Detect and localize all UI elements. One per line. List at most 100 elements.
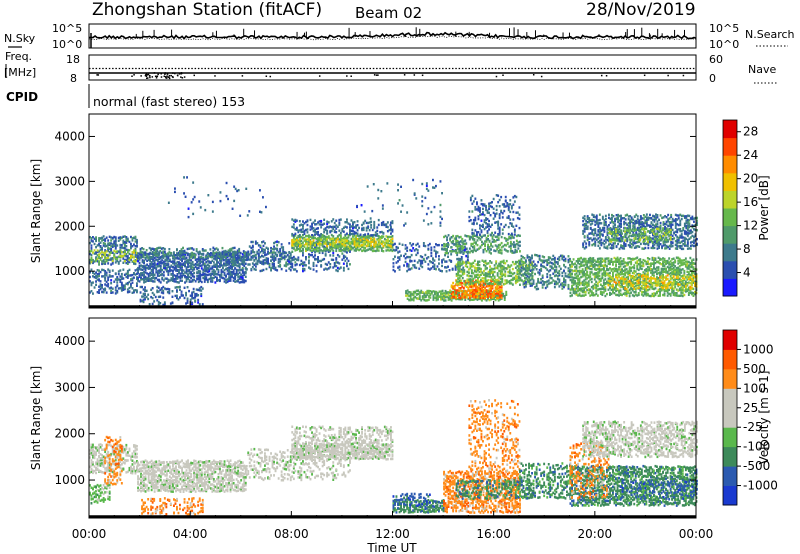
- range-cell: [99, 241, 102, 244]
- range-cell: [571, 265, 573, 268]
- range-cell: [238, 262, 241, 266]
- range-cell: [371, 245, 374, 249]
- range-cell: [473, 247, 476, 250]
- range-cell: [138, 261, 141, 265]
- range-cell: [254, 240, 257, 243]
- range-cell: [123, 273, 126, 276]
- range-cell: [456, 297, 459, 301]
- range-cell: [547, 258, 550, 261]
- range-cell: [540, 267, 543, 271]
- range-cell: [561, 284, 564, 287]
- range-cell: [480, 270, 482, 273]
- plot-area: [89, 114, 696, 308]
- range-cell: [352, 238, 354, 241]
- nave-dot: [346, 75, 348, 77]
- range-cell: [285, 262, 288, 266]
- freq-label-1: Freq.: [5, 50, 32, 63]
- range-cell: [262, 259, 265, 262]
- range-cell: [187, 269, 189, 272]
- range-cell: [229, 277, 232, 281]
- range-cell: [488, 298, 491, 302]
- range-cell: [473, 259, 476, 262]
- range-cell: [493, 239, 496, 242]
- range-cell: [289, 254, 292, 257]
- range-cell: [355, 237, 357, 240]
- range-cell: [114, 278, 117, 281]
- range-cell: [273, 251, 275, 254]
- range-cell: [569, 288, 572, 291]
- range-cell: [528, 272, 530, 275]
- range-cell: [484, 248, 486, 251]
- range-cell: [488, 285, 491, 288]
- range-cell: [193, 263, 196, 267]
- range-cell: [344, 238, 347, 242]
- range-cell: [505, 267, 508, 270]
- range-cell: [391, 221, 394, 225]
- range-cell: [482, 296, 485, 300]
- range-cell: [324, 242, 327, 245]
- nsky-tick-top: 10^5: [52, 22, 82, 35]
- range-cell: [444, 296, 447, 299]
- range-cell: [468, 251, 471, 254]
- range-cell: [233, 252, 236, 256]
- range-cell: [540, 278, 543, 281]
- range-cell: [494, 295, 497, 298]
- range-cell: [383, 242, 386, 245]
- range-cell: [98, 260, 100, 263]
- range-cell: [105, 284, 108, 287]
- range-cell: [335, 237, 338, 240]
- range-cell: [534, 272, 536, 276]
- range-cell: [300, 230, 303, 234]
- range-cell: [105, 250, 108, 253]
- range-cell: [251, 244, 254, 248]
- range-cell: [138, 273, 141, 276]
- range-cell: [323, 218, 326, 221]
- range-cell: [478, 267, 481, 270]
- range-cell: [256, 242, 259, 245]
- range-cell: [373, 223, 376, 226]
- range-cell: [104, 242, 107, 245]
- range-cell: [556, 282, 559, 285]
- range-cell: [209, 276, 212, 279]
- range-cell: [465, 293, 468, 296]
- range-cell: [486, 272, 488, 275]
- range-cell: [101, 239, 103, 242]
- range-cell: [509, 218, 512, 221]
- range-cell: [449, 250, 452, 253]
- range-cell: [277, 258, 280, 261]
- range-cell: [342, 254, 345, 258]
- range-cell: [497, 201, 500, 204]
- range-cell: [187, 265, 189, 269]
- range-cell: [306, 248, 309, 252]
- range-cell: [497, 293, 500, 296]
- range-cell: [497, 224, 500, 227]
- range-cell: [261, 247, 263, 250]
- range-cell: [291, 232, 294, 236]
- nave-dip-dot: [155, 77, 158, 79]
- range-cell: [482, 280, 485, 283]
- range-cell: [332, 225, 335, 228]
- range-cell: [327, 221, 330, 224]
- range-cell: [294, 257, 297, 261]
- range-cell: [441, 261, 443, 264]
- freq-label-2: [MHz]: [4, 66, 36, 79]
- range-cell: [261, 269, 263, 272]
- range-cell: [231, 271, 233, 274]
- range-cell: [590, 271, 593, 274]
- range-cell: [476, 201, 478, 204]
- range-cell: [233, 250, 236, 254]
- nave-dip-dot: [163, 75, 166, 78]
- range-cell: [427, 247, 430, 250]
- range-cell: [461, 282, 464, 285]
- range-cell: [444, 266, 446, 269]
- range-cell: [332, 235, 335, 238]
- range-cell: [146, 277, 149, 280]
- range-cell: [409, 242, 412, 245]
- range-cell: [256, 259, 259, 263]
- range-cell: [479, 293, 482, 296]
- range-cell: [495, 194, 498, 197]
- range-cell: [398, 242, 401, 245]
- range-cell: [441, 244, 443, 247]
- range-cell: [120, 254, 123, 258]
- range-cell: [516, 271, 519, 274]
